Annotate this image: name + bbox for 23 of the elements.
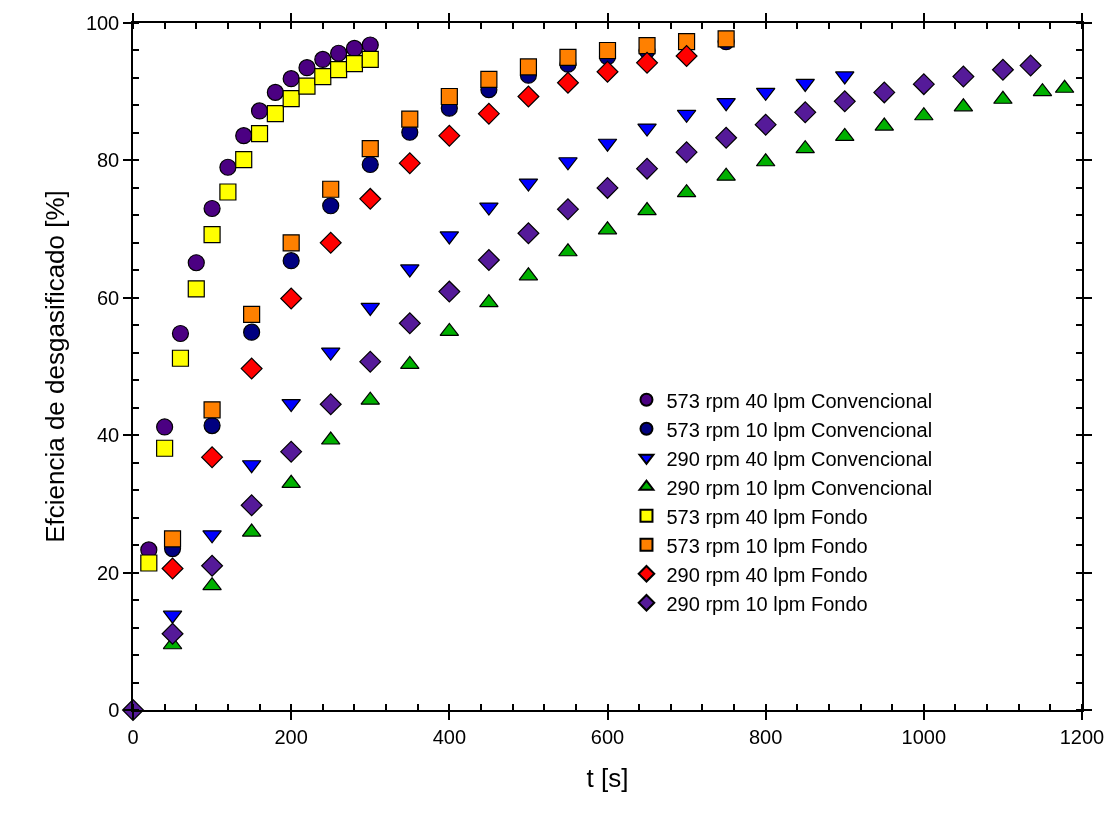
legend-label: 290 rpm 10 lpm Convencional bbox=[666, 476, 933, 499]
legend-label: 573 rpm 10 lpm Convencional bbox=[666, 418, 933, 441]
x-tick-label: 200 bbox=[274, 725, 308, 748]
y-tick-label: 60 bbox=[97, 286, 120, 309]
x-tick-label: 0 bbox=[127, 725, 139, 748]
y-axis-title: Efciencia de desgasificado [%] bbox=[39, 190, 70, 543]
legend-label: 290 rpm 10 lpm Fondo bbox=[666, 592, 868, 615]
y-tick-label: 0 bbox=[108, 699, 120, 721]
y-tick-label: 20 bbox=[97, 561, 120, 584]
x-axis-title: t [s] bbox=[586, 762, 629, 793]
legend-label: 573 rpm 40 lpm Fondo bbox=[666, 505, 868, 528]
x-tick-label: 400 bbox=[432, 725, 467, 748]
y-tick-label: 100 bbox=[85, 12, 120, 34]
legend-label: 290 rpm 40 lpm Convencional bbox=[666, 447, 933, 470]
legend-label: 573 rpm 40 lpm Convencional bbox=[666, 389, 933, 412]
x-tick-label: 800 bbox=[748, 725, 783, 748]
x-tick-label: 600 bbox=[590, 725, 625, 748]
x-tick-label: 1200 bbox=[1059, 725, 1105, 748]
y-tick-label: 80 bbox=[97, 149, 120, 172]
legend-label: 290 rpm 40 lpm Fondo bbox=[666, 563, 868, 586]
legend-label: 573 rpm 10 lpm Fondo bbox=[666, 534, 868, 557]
y-tick-label: 40 bbox=[97, 424, 120, 447]
x-tick-label: 1000 bbox=[901, 725, 947, 748]
